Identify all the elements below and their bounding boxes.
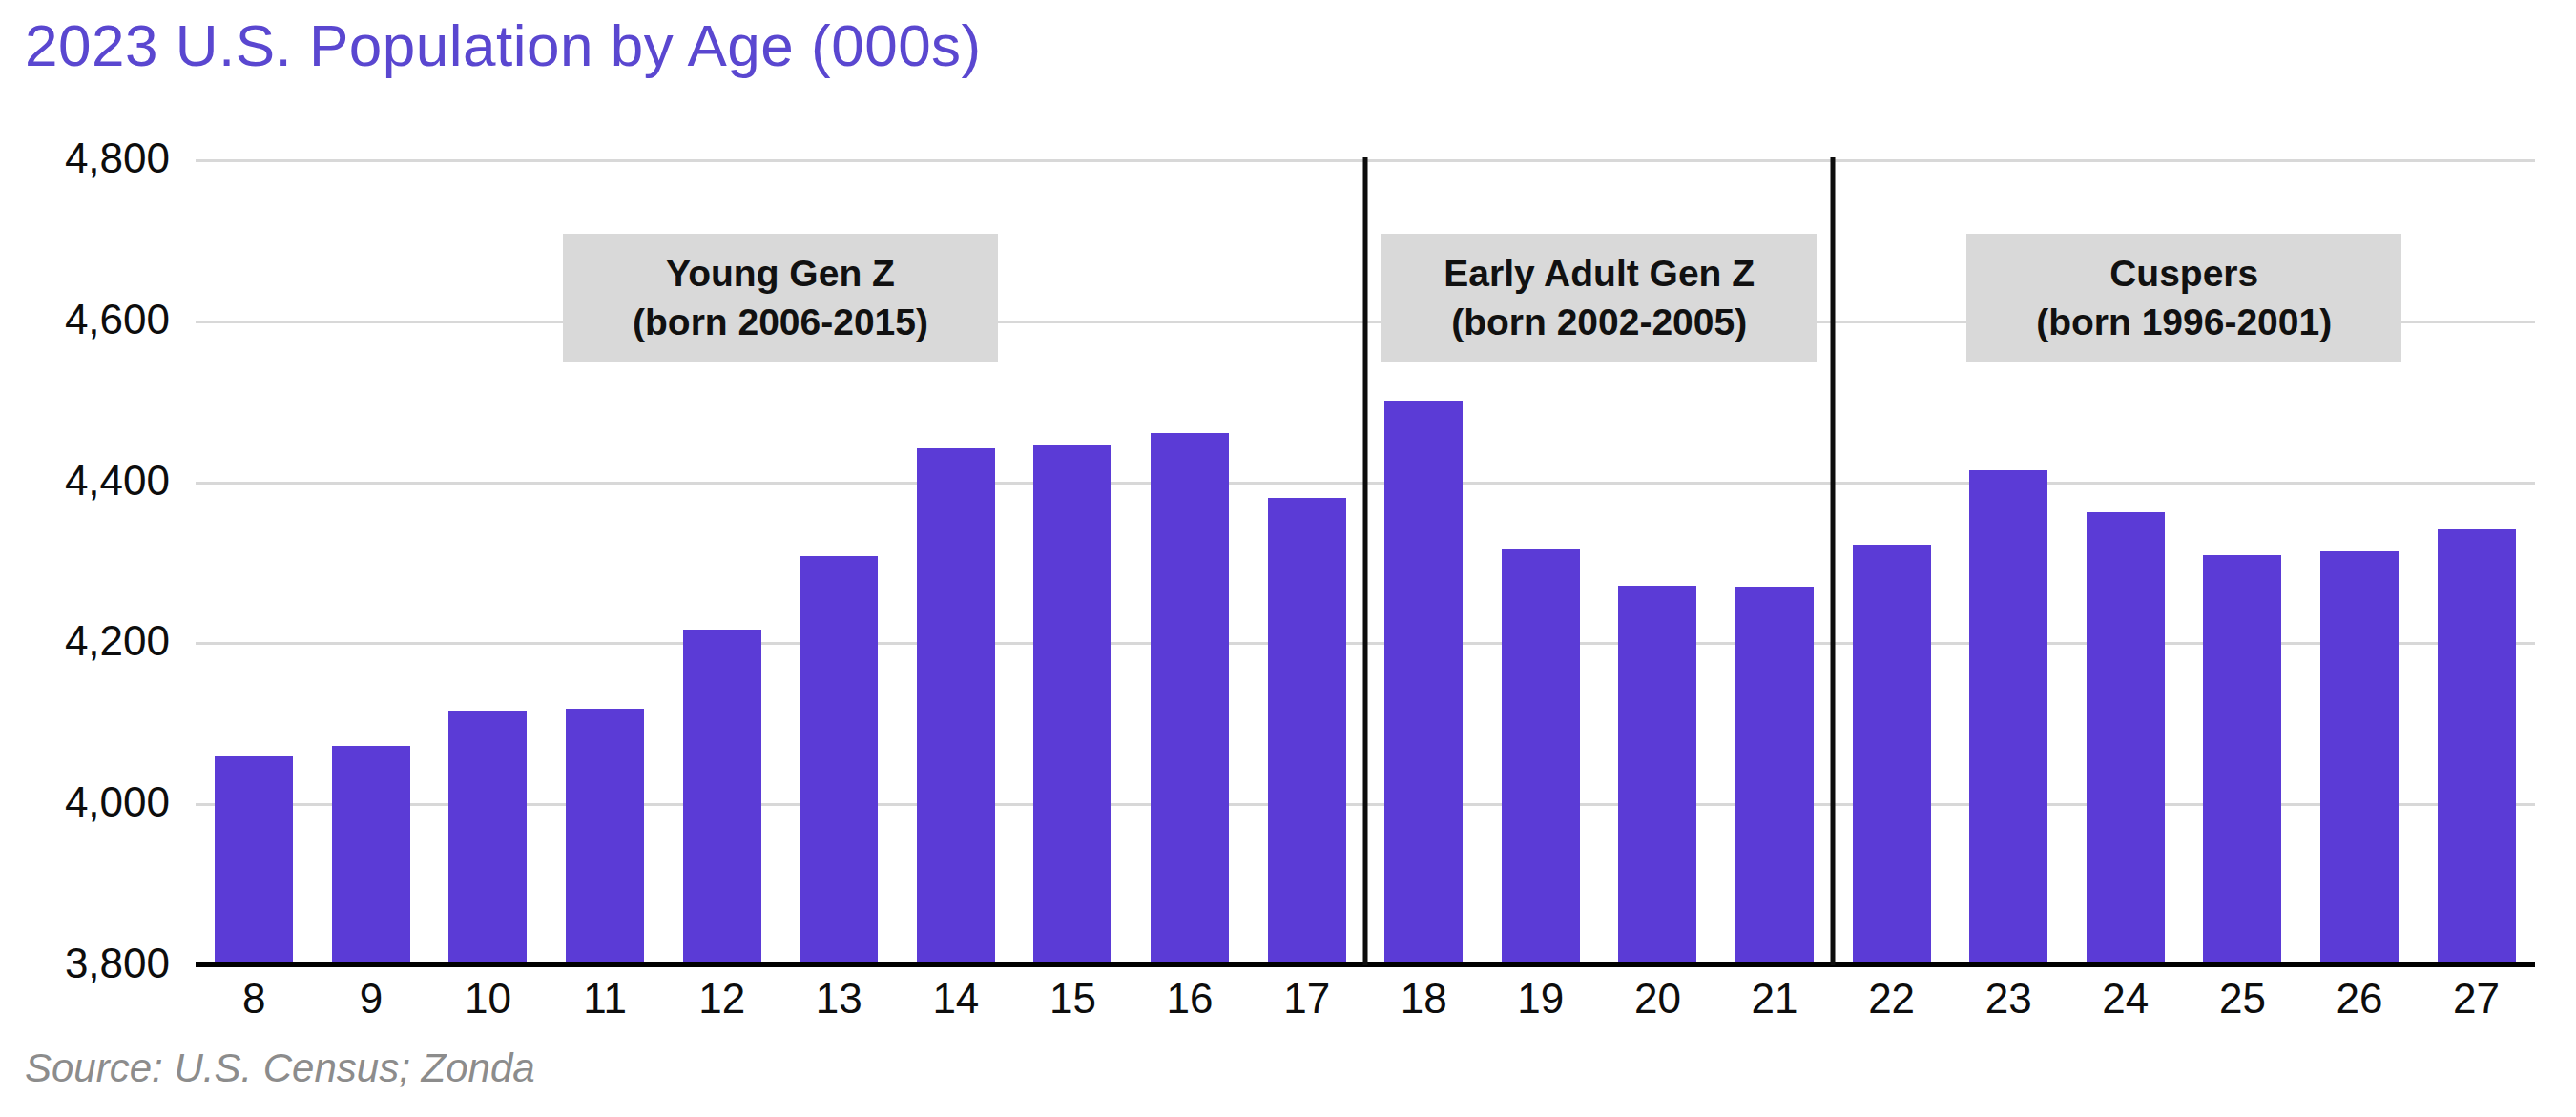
bar-slot [2418,160,2535,965]
x-tick-label: 14 [898,975,1015,1023]
bar-slot [1248,160,1365,965]
annotation-line1: Cuspers [1974,249,2394,298]
x-tick-label: 10 [429,975,547,1023]
annotation-line1: Early Adult Gen Z [1389,249,1809,298]
x-tick-label: 23 [1950,975,2067,1023]
bar [1502,549,1580,965]
source-note: Source: U.S. Census; Zonda [25,1045,535,1091]
y-tick-label: 4,400 [0,457,170,505]
bar [215,756,293,965]
annotation-line2: (born 1996-2001) [1974,298,2394,346]
annotation-line2: (born 2002-2005) [1389,298,1809,346]
bar [332,746,410,965]
bar [2438,529,2516,965]
bar-slot [196,160,313,965]
y-tick-label: 4,600 [0,296,170,343]
bar [917,448,995,965]
bar-slot [1014,160,1132,965]
x-axis-labels: 89101112131415161718192021222324252627 [196,975,2535,1023]
bar [1151,433,1229,965]
bar [1618,586,1696,965]
x-tick-label: 9 [313,975,430,1023]
annotation-line1: Young Gen Z [571,249,990,298]
bar [2087,512,2165,965]
generation-divider-line [1831,157,1836,965]
bar [2320,551,2399,965]
x-tick-label: 21 [1716,975,1834,1023]
bar [2203,555,2281,965]
x-tick-label: 17 [1248,975,1365,1023]
plot-area: Young Gen Z(born 2006-2015) Early Adult G… [196,160,2535,965]
x-tick-label: 24 [2067,975,2185,1023]
bar-slot [429,160,547,965]
x-tick-label: 15 [1014,975,1132,1023]
x-tick-label: 13 [780,975,898,1023]
x-tick-label: 8 [196,975,313,1023]
x-tick-label: 22 [1833,975,1950,1023]
x-tick-label: 11 [547,975,664,1023]
x-tick-label: 12 [663,975,780,1023]
bar [1853,545,1931,965]
bar [1384,401,1463,965]
bar [1268,498,1346,965]
bar [683,630,761,965]
x-tick-label: 20 [1599,975,1716,1023]
generation-divider-line [1363,157,1368,965]
bar [1969,470,2047,965]
y-tick-label: 4,000 [0,778,170,826]
bar [448,711,527,965]
annotation-box: Early Adult Gen Z(born 2002-2005) [1381,234,1817,362]
y-tick-label: 4,800 [0,134,170,182]
annotation-box: Young Gen Z(born 2006-2015) [563,234,998,362]
y-tick-label: 3,800 [0,940,170,987]
bar-slot [313,160,430,965]
bar [800,556,878,965]
chart-title: 2023 U.S. Population by Age (000s) [25,11,982,79]
bar [566,709,644,965]
x-tick-label: 18 [1365,975,1483,1023]
bar [1735,587,1814,965]
bar-slot [1132,160,1249,965]
y-tick-label: 4,200 [0,617,170,665]
x-tick-label: 25 [2184,975,2301,1023]
bar-slot [1833,160,1950,965]
bar [1033,445,1111,965]
annotation-line2: (born 2006-2015) [571,298,990,346]
x-tick-label: 27 [2418,975,2535,1023]
annotation-box: Cuspers(born 1996-2001) [1966,234,2401,362]
x-tick-label: 19 [1483,975,1600,1023]
x-tick-label: 26 [2301,975,2419,1023]
x-tick-label: 16 [1132,975,1249,1023]
